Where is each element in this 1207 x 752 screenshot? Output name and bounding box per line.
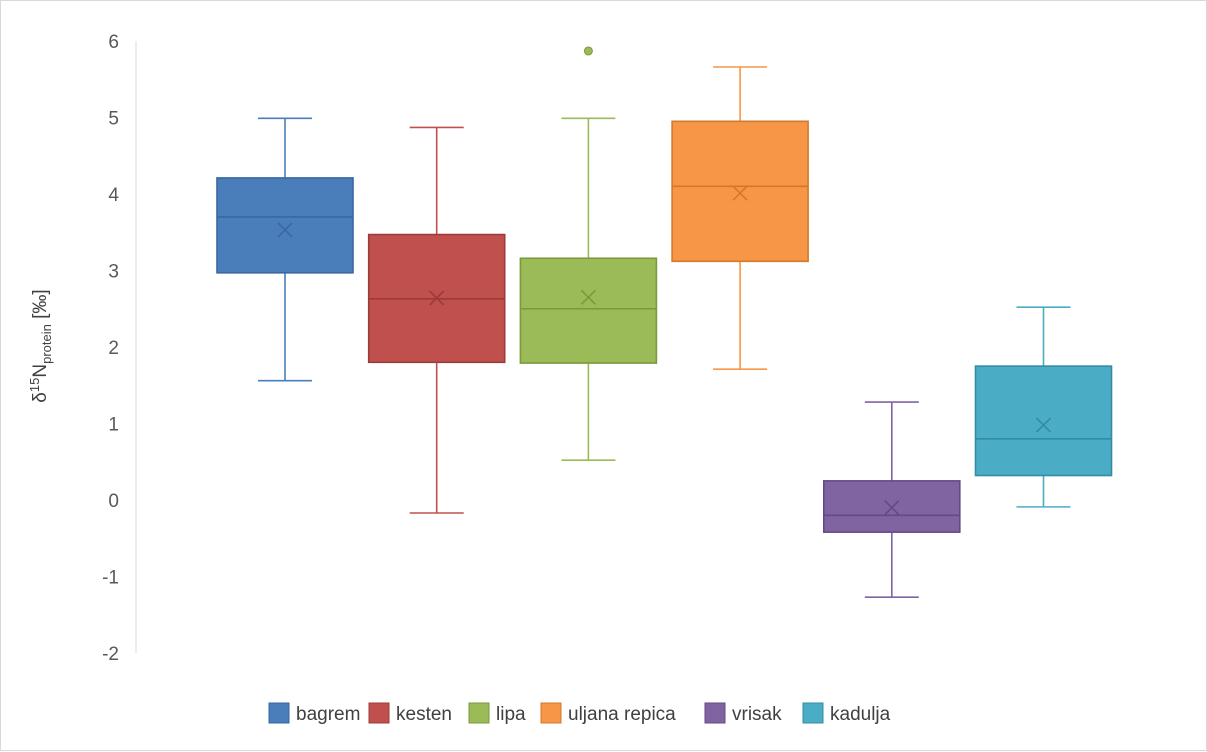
y-tick-label: 0 [108,491,119,512]
outlier-point [583,46,593,56]
mean-marker [580,289,596,305]
mean-marker [884,500,900,516]
y-tick-label: -1 [102,568,119,589]
legend-label: kesten [396,704,452,725]
y-axis-label: δ15Nprotein [‰] [27,289,54,402]
iqr-box [822,480,961,533]
iqr-box [671,120,809,263]
axis-layer: 6 5 4 3 2 1 0 -1 -2 [102,32,137,665]
legend-item-lipa: lipa [468,702,526,725]
y-tick-label: 1 [108,415,119,436]
iqr-box [216,177,354,274]
legend-swatch [540,702,562,724]
y-tick-label: 5 [108,109,119,130]
y-tick-label: 3 [108,262,119,283]
box-vrisak [822,401,961,598]
mean-marker [732,185,748,201]
box-bagrem [216,117,354,382]
legend-swatch [704,702,726,724]
mean-marker [429,290,445,306]
box-lipa [519,46,658,462]
legend-item-bagrem: bagrem [268,702,360,725]
legend-item-vrisak: vrisak [704,702,782,725]
legend-label: bagrem [296,704,360,725]
y-tick-label: 6 [108,32,119,53]
legend-swatch [368,702,390,724]
y-tick-label: 2 [108,338,119,359]
legend-swatch [802,702,824,724]
legend-swatch [268,702,290,724]
legend: bagrem kesten lipa uljana repica vrisak kadul… [268,702,891,725]
plot-area [216,46,1113,598]
legend-item-kesten: kesten [368,702,452,725]
legend-swatch [468,702,490,724]
iqr-box [519,257,658,364]
legend-label: lipa [496,704,526,725]
y-tick-label: 4 [108,185,119,206]
legend-item-kadulja: kadulja [802,702,891,725]
box-kesten [367,126,506,514]
legend-label: uljana repica [568,704,676,725]
legend-item-uljana-repica: uljana repica [540,702,676,725]
legend-label: vrisak [732,704,782,725]
y-tick-label: -2 [102,644,119,665]
iqr-box [974,365,1113,477]
legend-label: kadulja [830,704,891,725]
box-uljana-repica [671,66,809,370]
mean-marker [277,222,293,238]
mean-marker [1035,417,1052,433]
box-kadulja [974,306,1113,508]
